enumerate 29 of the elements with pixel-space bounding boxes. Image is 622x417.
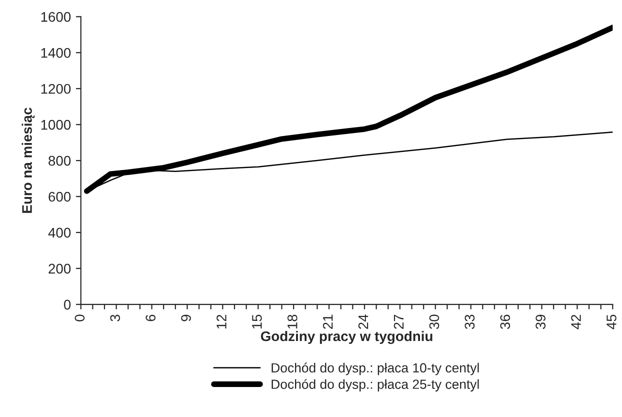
y-tick-label: 400 bbox=[48, 228, 71, 238]
x-tick-label: 9 bbox=[181, 314, 191, 322]
x-tick-label: 6 bbox=[146, 314, 156, 322]
x-tick-label: 12 bbox=[216, 314, 226, 329]
x-tick-label: 24 bbox=[358, 314, 368, 329]
y-axis-title: Euro na miesiąc bbox=[22, 108, 35, 213]
x-tick-label: 45 bbox=[606, 314, 616, 330]
x-tick-label: 30 bbox=[429, 314, 440, 330]
legend-label: Dochód do dysp.: płaca 25-ty centyl bbox=[272, 379, 479, 392]
x-tick-label: 36 bbox=[500, 314, 510, 330]
y-tick-label: 0 bbox=[64, 300, 71, 310]
y-tick-label: 1200 bbox=[41, 84, 71, 94]
y-tick-label: 600 bbox=[48, 192, 71, 202]
x-tick-label: 27 bbox=[394, 314, 404, 329]
x-tick-label: 0 bbox=[74, 314, 85, 322]
x-tick-label: 33 bbox=[464, 314, 475, 330]
y-tick-label: 1000 bbox=[41, 120, 71, 130]
y-tick-label: 800 bbox=[48, 156, 71, 166]
y-tick-label: 1600 bbox=[41, 12, 71, 22]
legend-label: Dochód do dysp.: płaca 10-ty centyl bbox=[272, 362, 479, 376]
x-axis-title: Godziny pracy w tygodniu bbox=[260, 330, 432, 344]
x-tick-label: 42 bbox=[571, 314, 581, 330]
x-tick-label: 21 bbox=[322, 314, 333, 329]
x-tick-label: 15 bbox=[252, 314, 262, 329]
y-tick-label: 1400 bbox=[41, 48, 71, 58]
x-tick-label: 18 bbox=[287, 314, 298, 329]
y-tick-label: 200 bbox=[48, 264, 71, 274]
x-tick-label: 39 bbox=[536, 314, 546, 330]
x-tick-label: 3 bbox=[110, 314, 120, 322]
